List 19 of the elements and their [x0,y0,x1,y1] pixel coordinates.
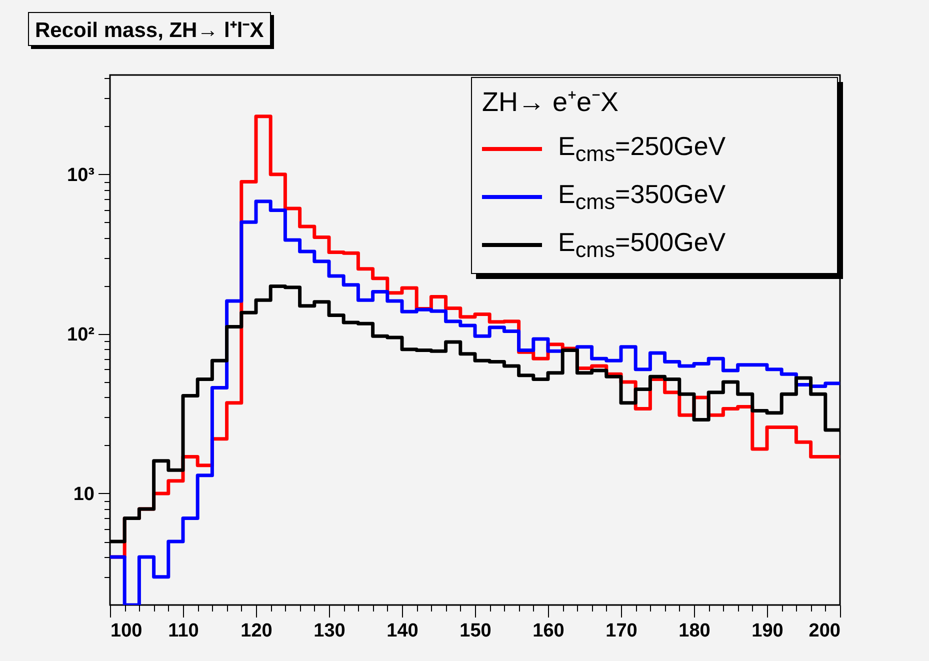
legend-label: E$_{cms}$=350GeV [558,178,726,216]
x-tick-label: 110 [168,620,199,642]
x-tick-label: 160 [532,620,564,642]
x-tick-label: 130 [314,620,346,642]
x-tick-label: 170 [606,620,638,642]
y-tick-label: 10³ [67,164,94,186]
x-tick-label: 100 [110,620,142,642]
x-tick-label: 180 [678,620,710,642]
y-tick-label: 10² [67,324,94,346]
legend-label: E$_{cms}$=500GeV [558,226,726,264]
y-tick-label: 10 [73,484,94,505]
x-tick-label: 140 [386,620,418,642]
legend-label: E$_{cms}$=250GeV [558,130,726,168]
x-tick-label: 190 [752,620,784,642]
chart-title: Recoil mass, ZH→ l⁺l⁻X [28,12,271,46]
x-tick-label: 150 [460,620,492,642]
x-tick-label: 200 [808,620,840,642]
x-tick-label: 120 [240,620,272,642]
legend-title: ZH→ e⁺e⁻X [482,86,620,119]
